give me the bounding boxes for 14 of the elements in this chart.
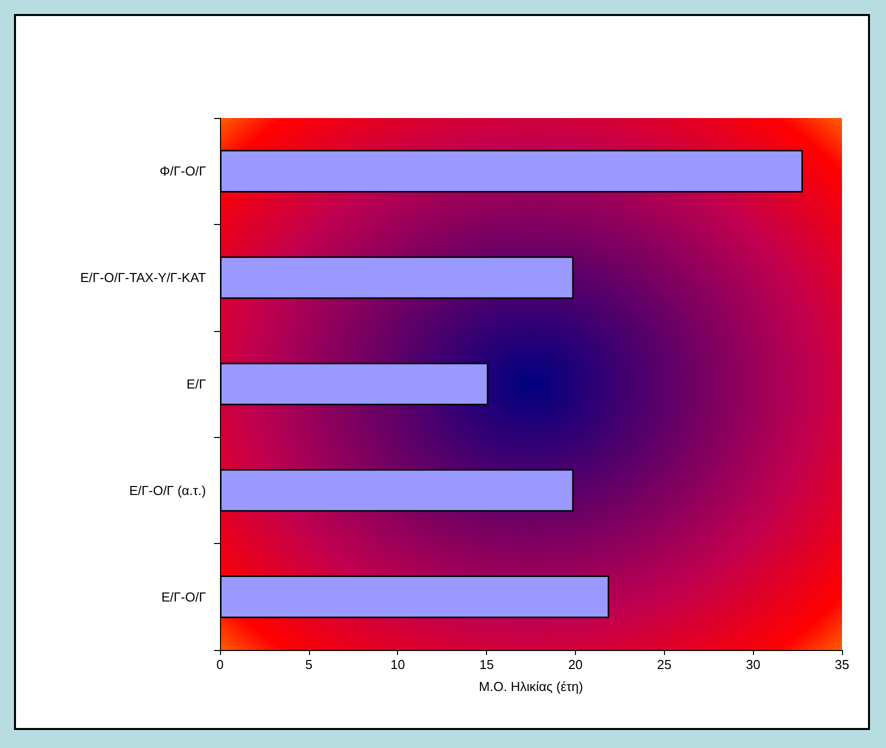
y-tick-label: Φ/Γ-Ο/Γ [160, 164, 206, 179]
y-tick-label: Ε/Γ-Ο/Γ-ΤΑΧ-Υ/Γ-ΚΑΤ [80, 270, 206, 286]
x-tick-label: 15 [479, 657, 494, 672]
y-tick-label: Ε/Γ [186, 376, 206, 392]
x-tick-label: 10 [390, 657, 405, 672]
x-tick-label: 25 [657, 657, 672, 672]
x-tick-label: 30 [746, 657, 760, 672]
x-tick-label: 0 [216, 657, 224, 672]
x-tick-label: 35 [834, 657, 850, 672]
x-axis-title: Μ.Ο. Ηλικίας (έτη) [478, 679, 584, 694]
y-tick-label: Ε/Γ-Ο/Γ [161, 589, 206, 604]
x-tick-label: 5 [305, 657, 312, 672]
y-tick-label: Ε/Γ-Ο/Γ (α.τ.) [129, 482, 206, 498]
x-tick-label: 20 [568, 657, 583, 672]
